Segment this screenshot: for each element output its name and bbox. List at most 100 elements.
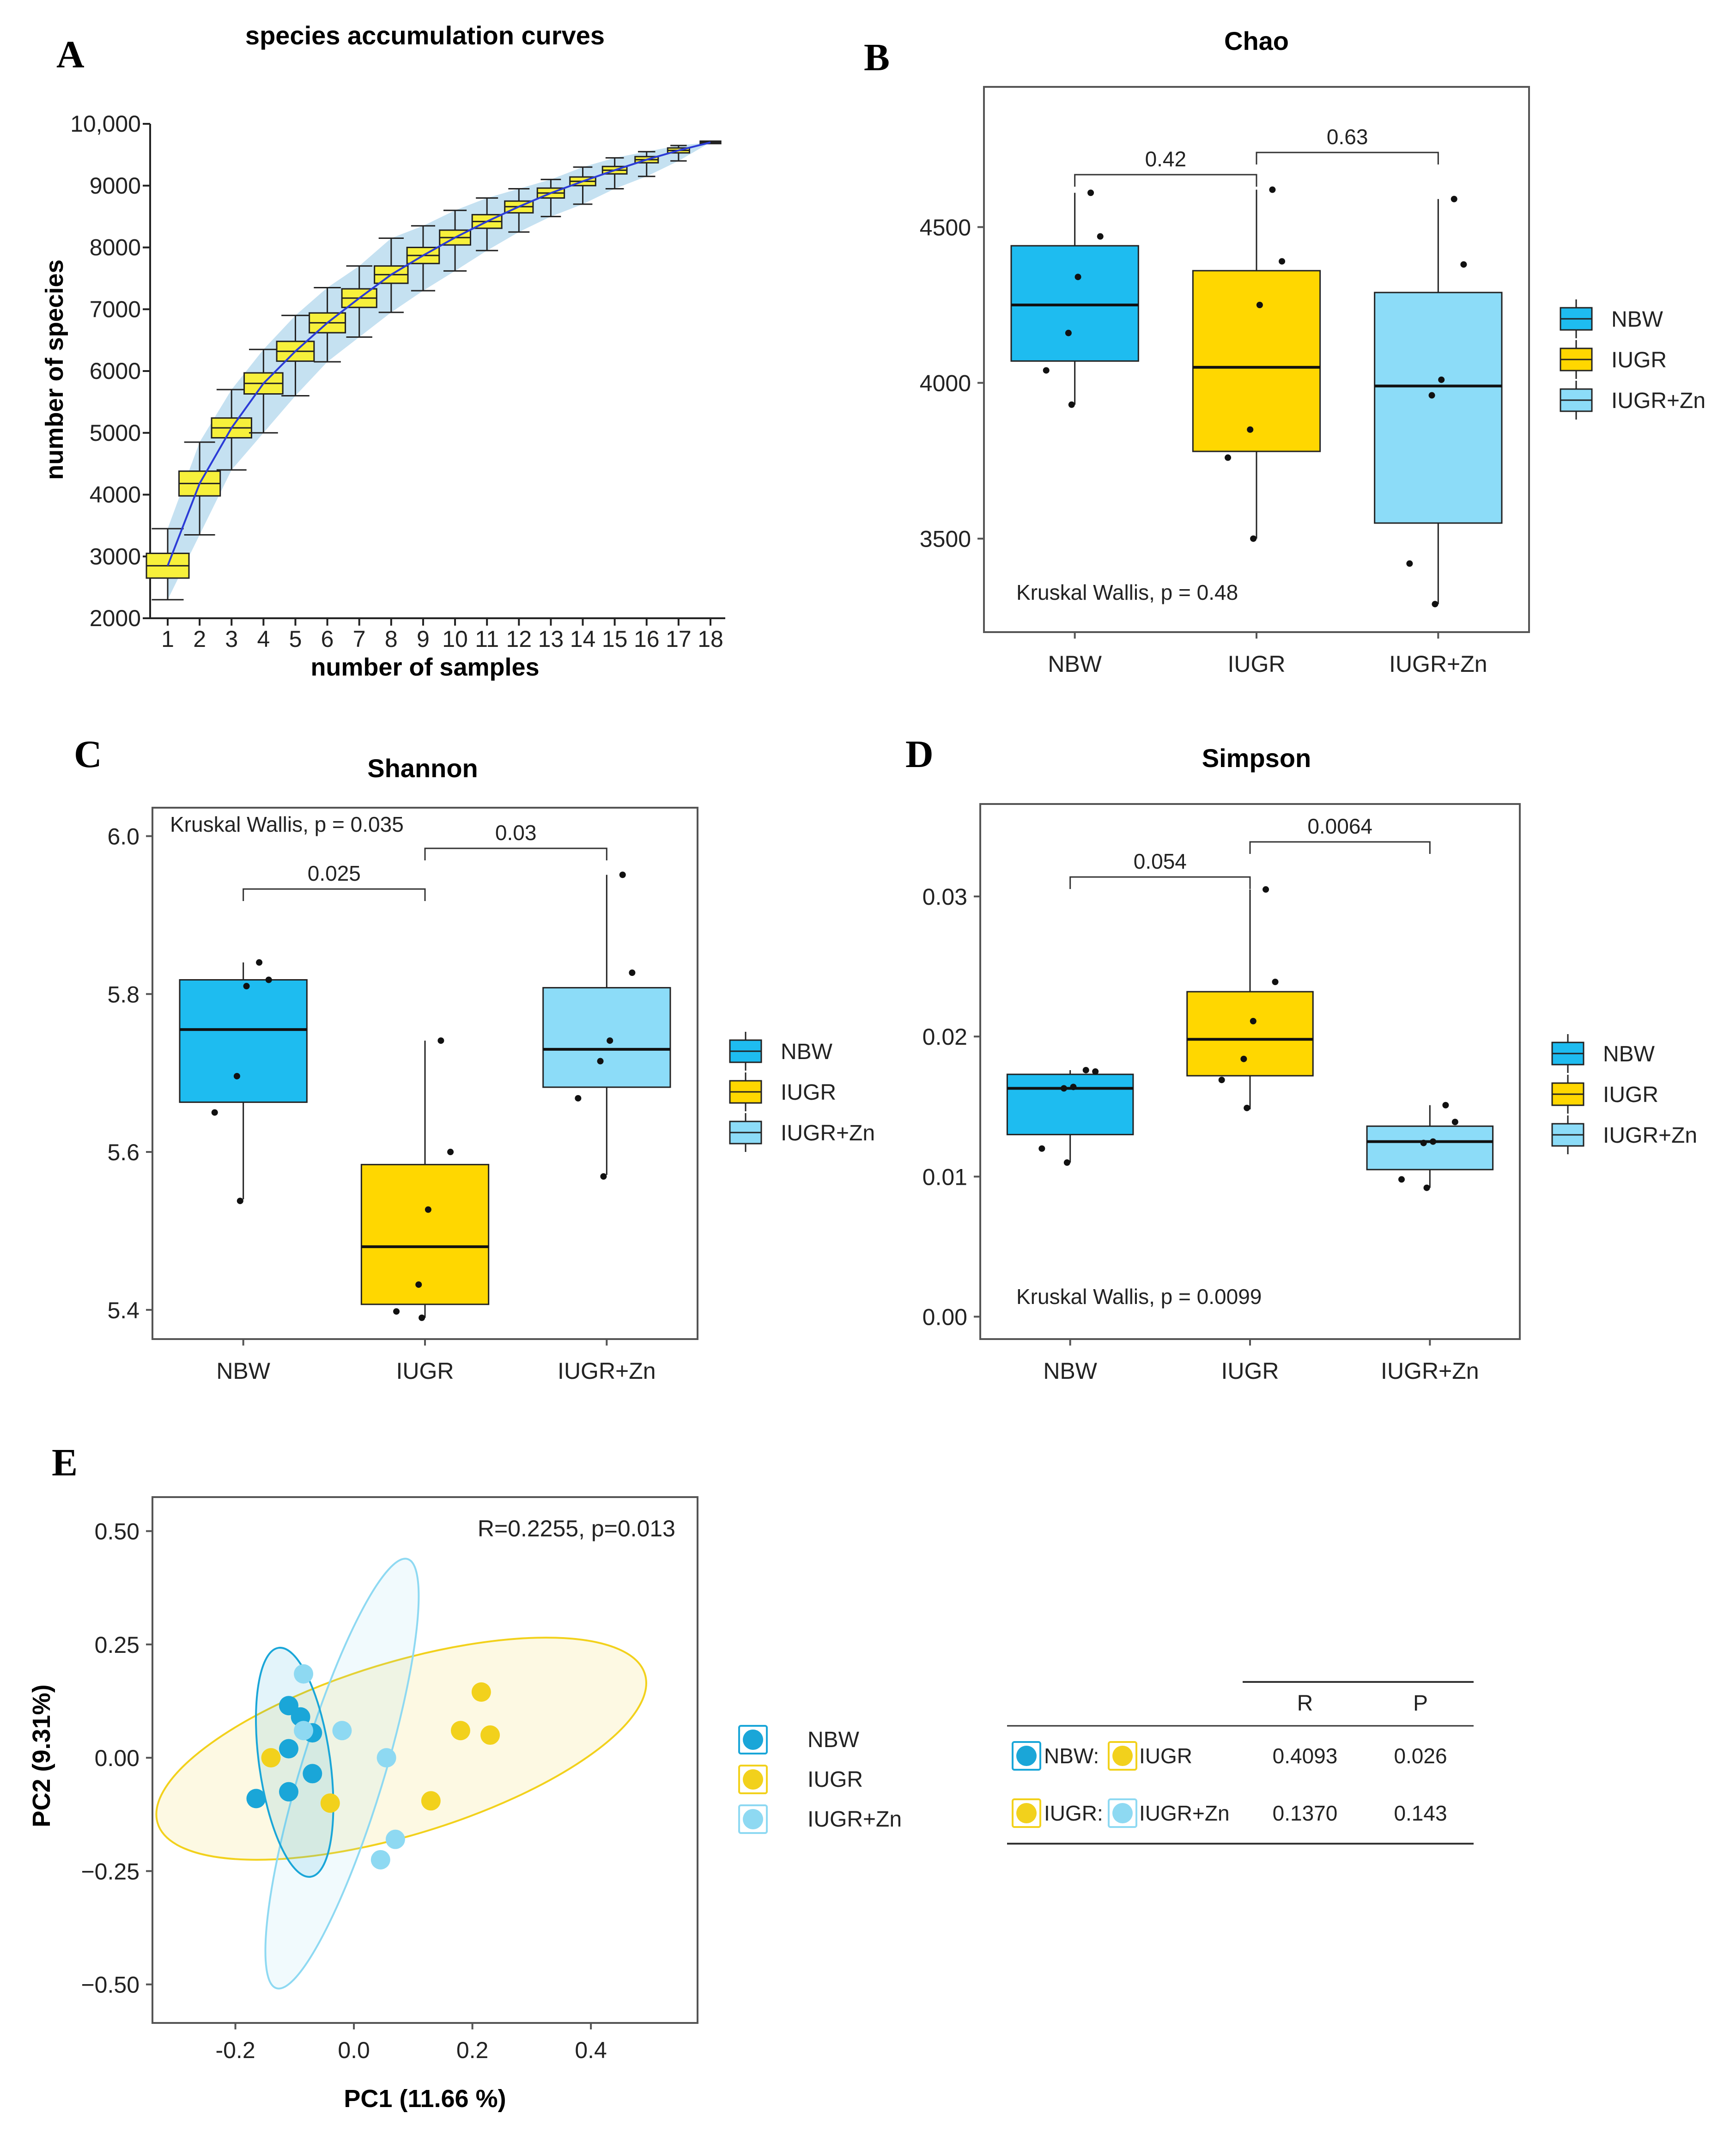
r-value: 0.1370 <box>1273 1801 1338 1825</box>
sample-point <box>279 1782 298 1802</box>
data-point <box>419 1314 425 1321</box>
y-tick-label: 3500 <box>920 526 971 552</box>
x-tick-label: 12 <box>506 626 532 652</box>
x-tick-label: IUGR <box>1221 1358 1279 1384</box>
chart-title: Shannon <box>367 754 478 783</box>
x-tick-label: IUGR+Zn <box>1389 651 1487 677</box>
pair-key-frame <box>1108 1741 1137 1771</box>
data-point <box>600 1173 607 1180</box>
pair-key <box>1112 1746 1133 1766</box>
confidence-ellipse <box>155 1637 647 1861</box>
data-point <box>575 1095 582 1102</box>
x-tick-label: 0.0 <box>338 2037 370 2063</box>
comparison-bracket <box>1069 876 1251 889</box>
data-point <box>1451 1119 1458 1126</box>
panel-d-simpson-boxplot: Simpson 0.00 0.01 0.02 0.03 NBW IUGR IUGR+Zn 0.0… <box>923 743 1697 1384</box>
data-point <box>1250 535 1257 542</box>
sample-point <box>370 1850 390 1870</box>
x-tick-label: 14 <box>570 626 596 652</box>
y-tick-label: 2000 <box>90 605 141 631</box>
comparison-p-value: 0.054 <box>1134 849 1187 873</box>
legend-key <box>743 1809 763 1829</box>
x-tick-label: IUGR <box>396 1358 454 1384</box>
sample-point <box>480 1725 500 1745</box>
x-tick-label: 3 <box>225 626 238 652</box>
x-tick-label: 10 <box>442 626 468 652</box>
comparison-p-value: 0.0064 <box>1307 814 1372 838</box>
data-point <box>437 1037 444 1044</box>
x-tick-label: 0.4 <box>575 2037 607 2063</box>
data-point <box>415 1281 422 1288</box>
data-point <box>233 1072 240 1079</box>
comparison-bracket <box>243 888 426 901</box>
legend-label: IUGR <box>807 1767 863 1792</box>
pair-label-b: IUGR <box>1139 1744 1192 1768</box>
accumulation-line <box>167 141 711 566</box>
data-point <box>629 969 636 976</box>
x-tick-label: NBW <box>1043 1358 1097 1384</box>
y-axis-label: number of species <box>41 259 68 480</box>
data-point <box>1420 1139 1427 1146</box>
data-point <box>1442 1102 1449 1109</box>
comparison-p-value: 0.63 <box>1327 125 1368 149</box>
y-tick-label: −0.50 <box>81 1972 140 1998</box>
comparison-p-value: 0.025 <box>308 861 361 885</box>
data-point <box>1406 560 1413 567</box>
data-point <box>393 1308 400 1315</box>
legend-label: IUGR+Zn <box>1611 389 1706 413</box>
comparison-p-value: 0.42 <box>1145 147 1187 171</box>
y-tick-label: 8000 <box>90 235 141 261</box>
pair-key <box>1016 1746 1037 1766</box>
y-tick-label: 0.00 <box>95 1745 140 1771</box>
x-tick-label: 0.2 <box>456 2037 489 2063</box>
data-point <box>1269 186 1276 193</box>
box <box>360 1163 490 1305</box>
legend-label: IUGR+Zn <box>781 1121 875 1145</box>
data-point <box>1423 1184 1430 1191</box>
plot-frame <box>152 1496 698 2024</box>
data-point <box>1432 601 1439 608</box>
pair-key <box>1112 1803 1133 1823</box>
box <box>179 979 308 1103</box>
legend-label: NBW <box>1603 1042 1655 1066</box>
pair-key-frame <box>1012 1741 1041 1771</box>
r-value: 0.4093 <box>1273 1744 1338 1768</box>
y-tick-label: 5.6 <box>107 1139 140 1165</box>
sample-point <box>279 1739 298 1759</box>
data-point <box>1087 189 1094 196</box>
y-tick-label: 0.00 <box>923 1304 967 1330</box>
panel-b-chao-boxplot: Chao 3500 4000 4500 NBW IUGR IUGR+Zn 0.42 0.63 Kr… <box>920 26 1706 677</box>
data-point <box>1272 978 1279 985</box>
x-tick-label: 5 <box>289 626 302 652</box>
legend-label: IUGR <box>781 1080 836 1105</box>
data-point <box>447 1149 454 1156</box>
sample-point <box>246 1789 266 1809</box>
y-tick-label: 5.8 <box>107 981 140 1007</box>
comparison-bracket <box>424 847 607 860</box>
y-tick-label: 10,000 <box>70 111 141 137</box>
legend-label: IUGR <box>1603 1083 1658 1107</box>
x-tick-label: 1 <box>161 626 174 652</box>
sample-point <box>261 1748 281 1768</box>
kruskal-wallis-text: Kruskal Wallis, p = 0.0099 <box>1016 1285 1262 1309</box>
p-value: 0.026 <box>1394 1744 1447 1768</box>
sample-point <box>294 1664 314 1684</box>
y-tick-label: 5.4 <box>107 1297 140 1323</box>
confidence-ellipse <box>264 1558 420 1990</box>
x-tick-label: 15 <box>602 626 628 652</box>
y-tick-label: 3000 <box>90 543 141 569</box>
data-point <box>1460 261 1467 268</box>
data-point <box>1247 426 1254 433</box>
legend-label: IUGR <box>1611 348 1667 372</box>
box <box>1006 1073 1134 1135</box>
y-tick-label: 4000 <box>90 482 141 508</box>
data-point <box>1438 376 1445 383</box>
x-tick-label: 8 <box>385 626 398 652</box>
x-tick-label: NBW <box>216 1358 270 1384</box>
pair-label-a: NBW: <box>1044 1744 1099 1768</box>
data-point <box>1279 258 1286 265</box>
sample-point <box>385 1829 405 1849</box>
y-axis-label: PC2 (9.31%) <box>28 1684 55 1827</box>
sample-point <box>332 1721 352 1741</box>
legend-key <box>743 1769 763 1790</box>
